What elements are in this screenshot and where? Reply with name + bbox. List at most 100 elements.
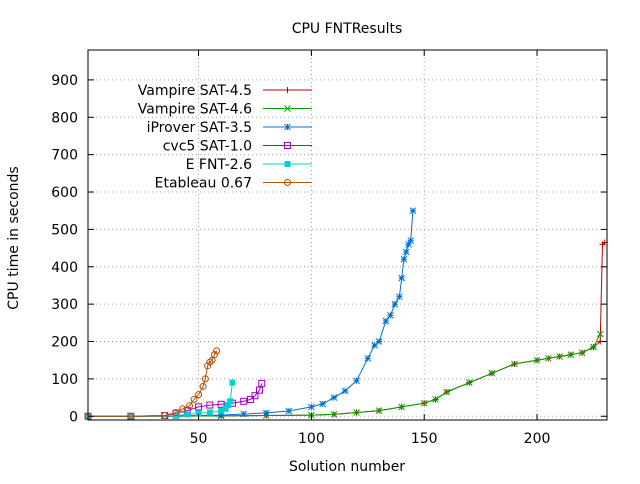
- data-point: [246, 395, 254, 403]
- y-tick-label: 0: [69, 409, 78, 425]
- data-point: [206, 409, 213, 416]
- data-point: [420, 399, 428, 407]
- data-point: [240, 397, 248, 405]
- data-point: [227, 398, 234, 405]
- x-tick-label: 150: [411, 431, 438, 447]
- data-point: [375, 407, 383, 415]
- legend-label: Etableau 0.67: [155, 176, 252, 192]
- legend: Vampire SAT-4.5 Vampire SAT-4.6 iProver SA…: [138, 83, 312, 192]
- y-tick-label: 400: [51, 260, 78, 276]
- x-tick-label: 50: [190, 431, 208, 447]
- legend-label: Vampire SAT-4.5: [138, 83, 252, 99]
- data-point: [398, 274, 406, 282]
- data-point: [210, 351, 218, 359]
- grid: [88, 50, 607, 420]
- data-point: [284, 142, 291, 149]
- data-point: [443, 388, 451, 396]
- data-point: [556, 353, 563, 360]
- data-point: [375, 338, 383, 345]
- data-point: [544, 354, 552, 362]
- plot-frame: [87, 49, 608, 421]
- data-point: [206, 401, 214, 409]
- data-point: [240, 410, 248, 418]
- data-point: [308, 403, 315, 411]
- data-point: [213, 347, 221, 355]
- y-tick-label: 500: [51, 222, 78, 238]
- data-point: [407, 237, 415, 244]
- data-point: [353, 409, 360, 416]
- data-point: [488, 369, 496, 377]
- data-point: [284, 87, 291, 93]
- data-point: [258, 379, 266, 387]
- data-point: [172, 409, 180, 417]
- data-point: [284, 161, 291, 167]
- legend-entry: iProver SAT-3.5: [147, 120, 312, 136]
- data-point: [578, 349, 586, 357]
- series-layer: [84, 207, 608, 420]
- data-point: [217, 411, 225, 419]
- legend-entry: Vampire SAT-4.5: [138, 83, 312, 99]
- series-5: [84, 347, 221, 420]
- data-point: [409, 207, 417, 215]
- legend-entry: cvc5 SAT-1.0: [163, 139, 312, 155]
- data-point: [533, 356, 541, 364]
- data-point: [596, 330, 604, 338]
- data-point: [186, 402, 194, 410]
- data-point: [511, 360, 518, 368]
- series-1: [84, 330, 604, 420]
- data-point: [204, 362, 212, 370]
- data-point: [201, 375, 209, 383]
- data-point: [262, 409, 270, 417]
- data-point: [396, 293, 403, 301]
- data-point: [179, 405, 187, 413]
- legend-label: Vampire SAT-4.6: [138, 102, 252, 118]
- chart-title: CPU FNTResults: [292, 21, 403, 37]
- data-point: [195, 410, 202, 417]
- series-line: [88, 350, 218, 417]
- data-point: [341, 387, 349, 395]
- data-point: [206, 358, 214, 366]
- data-point: [218, 408, 225, 415]
- x-axis-title: Solution number: [289, 459, 405, 475]
- data-point: [330, 394, 338, 401]
- x-tick-label: 200: [524, 431, 551, 447]
- series-line: [88, 333, 601, 417]
- data-point: [195, 391, 203, 399]
- legend-entry: Etableau 0.67: [155, 176, 312, 192]
- y-tick-label: 800: [51, 110, 78, 126]
- data-point: [195, 403, 203, 411]
- data-point: [127, 412, 135, 420]
- data-point: [229, 379, 236, 386]
- data-point: [405, 240, 412, 248]
- y-tick-label: 600: [51, 185, 78, 201]
- data-point: [567, 351, 575, 358]
- data-point: [432, 396, 439, 403]
- data-point: [224, 402, 231, 409]
- data-point: [199, 382, 207, 390]
- data-point: [190, 395, 198, 403]
- legend-entry: E FNT-2.6: [186, 157, 312, 173]
- data-point: [353, 377, 360, 385]
- series-4: [85, 379, 236, 420]
- axis-ticks: 0 100 200 300 400 500 600 700 800 900 50 100 150 200: [51, 50, 607, 447]
- data-point: [251, 392, 259, 400]
- data-point: [285, 407, 293, 415]
- y-tick-label: 700: [51, 148, 78, 164]
- data-point: [391, 300, 399, 308]
- data-point: [217, 400, 225, 408]
- data-point: [222, 405, 229, 412]
- data-point: [284, 179, 291, 186]
- series-2: [84, 207, 417, 420]
- data-point: [284, 123, 291, 131]
- data-point: [371, 341, 378, 349]
- data-point: [255, 386, 263, 394]
- data-point: [319, 400, 327, 408]
- data-point: [364, 354, 372, 362]
- data-point: [400, 255, 408, 263]
- data-point: [284, 105, 291, 112]
- legend-label: cvc5 SAT-1.0: [163, 139, 252, 155]
- data-point: [330, 411, 338, 418]
- y-tick-label: 200: [51, 335, 78, 351]
- data-point: [184, 411, 191, 418]
